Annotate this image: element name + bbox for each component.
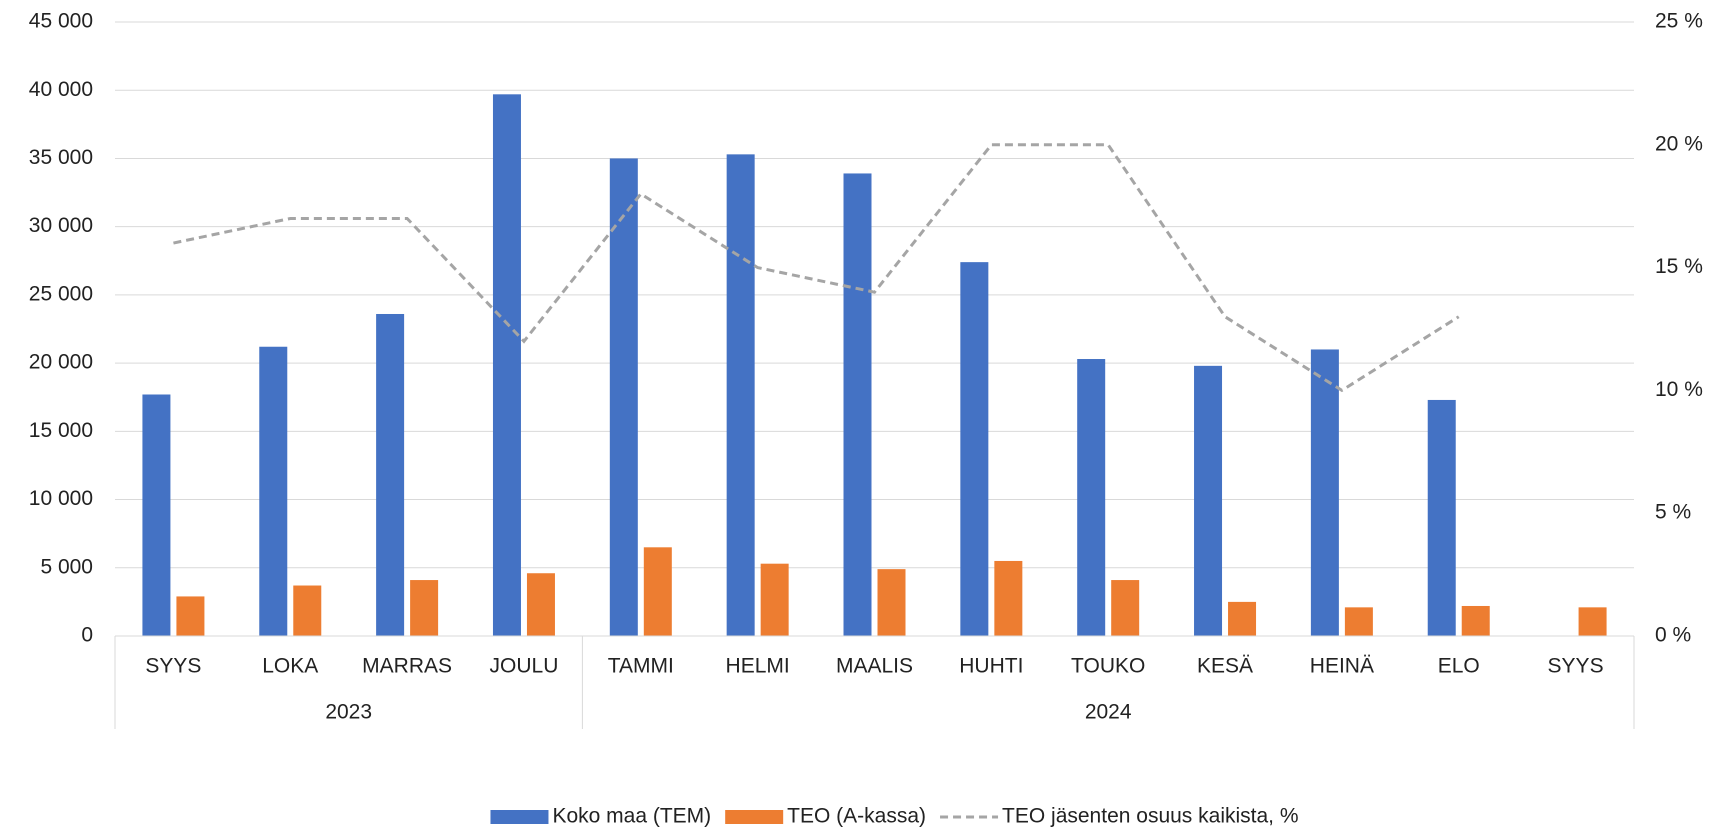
- legend-label: Koko maa (TEM): [552, 805, 711, 828]
- x-tick-label: KESÄ: [1197, 655, 1253, 678]
- bar: [142, 394, 171, 636]
- legend-swatch: [725, 810, 784, 824]
- bar: [726, 154, 755, 636]
- x-tick-label: MARRAS: [362, 655, 452, 678]
- bar: [259, 346, 288, 636]
- bar: [1310, 349, 1339, 636]
- x-tick-label: SYYS: [1548, 655, 1604, 678]
- bar: [526, 573, 555, 636]
- x-tick-label: HUHTI: [959, 655, 1023, 678]
- bar: [609, 158, 638, 636]
- bar: [1344, 607, 1373, 636]
- y2-tick-label: 15 %: [1655, 255, 1703, 278]
- bar: [410, 580, 439, 636]
- bar: [376, 313, 405, 636]
- y2-tick-label: 20 %: [1655, 132, 1703, 155]
- y-tick-label: 30 000: [29, 214, 93, 237]
- group-label: 2023: [325, 701, 372, 724]
- bar: [1077, 359, 1106, 636]
- bar: [994, 560, 1023, 636]
- y-tick-label: 20 000: [29, 351, 93, 374]
- y2-tick-label: 0 %: [1655, 624, 1691, 647]
- y-tick-label: 25 000: [29, 282, 93, 305]
- bar: [1111, 580, 1140, 636]
- bar: [293, 585, 322, 636]
- bar: [176, 596, 205, 636]
- bar: [760, 563, 789, 636]
- x-tick-label: SYYS: [145, 655, 201, 678]
- bar: [643, 547, 672, 636]
- bar: [960, 262, 989, 636]
- y-tick-label: 15 000: [29, 419, 93, 442]
- bar: [843, 173, 872, 636]
- y-tick-label: 5 000: [40, 555, 93, 578]
- x-tick-label: TAMMI: [608, 655, 674, 678]
- legend-swatch: [490, 810, 549, 824]
- x-tick-label: JOULU: [490, 655, 559, 678]
- y2-tick-label: 25 %: [1655, 10, 1703, 33]
- x-tick-label: HELMI: [726, 655, 790, 678]
- group-label: 2024: [1085, 701, 1132, 724]
- bar: [877, 569, 906, 636]
- y-tick-label: 35 000: [29, 146, 93, 169]
- bar: [1427, 399, 1456, 636]
- x-tick-label: ELO: [1438, 655, 1480, 678]
- y-tick-label: 0: [81, 624, 93, 647]
- line: [173, 143, 1460, 393]
- bar: [1228, 601, 1257, 636]
- x-tick-label: MAALIS: [836, 655, 913, 678]
- x-tick-label: TOUKO: [1071, 655, 1145, 678]
- bar: [1194, 365, 1223, 636]
- y-tick-label: 45 000: [29, 10, 93, 33]
- legend-label: TEO (A-kassa): [787, 805, 926, 828]
- y-tick-label: 10 000: [29, 487, 93, 510]
- y2-tick-label: 10 %: [1655, 378, 1703, 401]
- legend-label: TEO jäsenten osuus kaikista, %: [1002, 805, 1298, 828]
- y2-tick-label: 5 %: [1655, 501, 1691, 524]
- x-tick-label: HEINÄ: [1310, 655, 1374, 678]
- y-tick-label: 40 000: [29, 78, 93, 101]
- bar: [492, 94, 521, 636]
- bar: [1461, 605, 1490, 636]
- x-tick-label: LOKA: [262, 655, 318, 678]
- bar: [1578, 607, 1607, 636]
